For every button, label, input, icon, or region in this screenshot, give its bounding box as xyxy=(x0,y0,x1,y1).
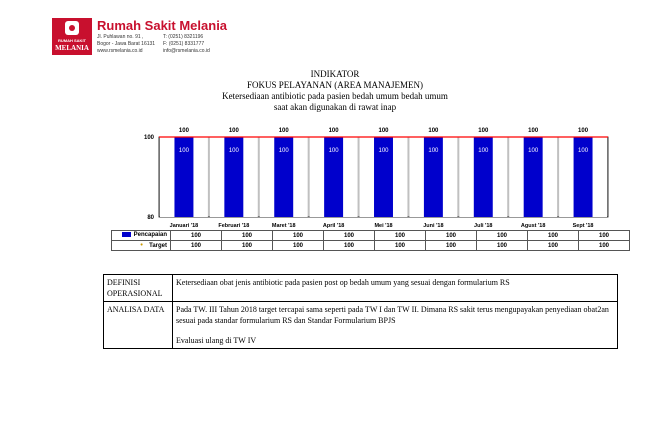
y-tick-label: 80 xyxy=(147,215,154,221)
bar-value-label: 100 xyxy=(578,148,589,154)
analisa-text: Pada TW. III Tahun 2018 target tercapai … xyxy=(176,305,609,325)
website: www.rsmelania.co.id xyxy=(97,48,143,54)
table-row-target: • Target 100 100 100 100 100 100 100 100 … xyxy=(111,240,630,251)
target-value-label: 100 xyxy=(279,128,290,134)
table-cell: 100 xyxy=(221,230,273,241)
title-line-4: saat akan digunakan di rawat inap xyxy=(273,102,397,112)
chart-data-table: Pencapaian 100 100 100 100 100 100 100 1… xyxy=(111,230,630,251)
logo-text-top: RUMAH SAKIT xyxy=(58,38,86,43)
table-cell: 100 xyxy=(578,240,630,251)
table-cell: 100 xyxy=(476,230,528,241)
cross-icon xyxy=(65,21,79,35)
x-tick-label: Maret '18 xyxy=(272,223,296,229)
evaluasi-text: Evaluasi ulang di TW IV xyxy=(176,336,257,345)
analisa-cell: Pada TW. III Tahun 2018 target tercapai … xyxy=(172,301,618,349)
bar xyxy=(174,137,194,217)
table-row-pencapaian: Pencapaian 100 100 100 100 100 100 100 1… xyxy=(111,230,630,241)
chart-area: 100 100 Januari '18 100 100 Februari '18 100 10… xyxy=(144,128,609,229)
logo-text-bottom: MELANIA xyxy=(55,44,89,52)
hospital-logo: RUMAH SAKIT MELANIA xyxy=(52,18,92,55)
bar-value-label: 100 xyxy=(478,148,489,154)
x-tick-label: Januari '18 xyxy=(170,223,199,229)
bar-value-label: 100 xyxy=(329,148,340,154)
bar-value-label: 100 xyxy=(378,148,389,154)
table-cell: 100 xyxy=(374,240,426,251)
info-table: DEFINISI OPERASIONAL Ketersediaan obat j… xyxy=(103,274,618,349)
bar xyxy=(274,137,294,217)
target-value-label: 100 xyxy=(578,128,589,134)
bar xyxy=(473,137,493,217)
y-tick-label: 100 xyxy=(144,135,155,141)
bar xyxy=(324,137,344,217)
target-value-label: 100 xyxy=(179,128,190,134)
table-cell: 100 xyxy=(527,240,579,251)
address-line-2: Bogor - Jawa Barat 16131 xyxy=(97,41,156,47)
table-cell: 100 xyxy=(374,230,426,241)
x-tick-label: April '18 xyxy=(323,223,344,229)
analisa-label: ANALISA DATA xyxy=(103,301,173,349)
definisi-label: DEFINISI OPERASIONAL xyxy=(103,274,173,302)
hospital-name: Rumah Sakit Melania xyxy=(97,18,228,33)
table-cell: 100 xyxy=(527,230,579,241)
table-cell: 100 xyxy=(578,230,630,241)
fax: F: (0251) 8331777 xyxy=(163,41,205,47)
table-cell: 100 xyxy=(323,240,375,251)
target-value-label: 100 xyxy=(428,128,439,134)
address-line-1: Jl. Puhlawan no. 91 , xyxy=(97,34,144,40)
bar-value-label: 100 xyxy=(179,148,190,154)
target-value-label: 100 xyxy=(229,128,240,134)
table-cell: 100 xyxy=(170,240,222,251)
x-tick-label: Mei '18 xyxy=(374,223,392,229)
bar xyxy=(573,137,593,217)
title-line-1: INDIKATOR xyxy=(310,69,360,79)
bar xyxy=(374,137,393,217)
legend-target: • Target xyxy=(111,240,171,251)
definisi-text: Ketersediaan obat jenis antibiotic pada … xyxy=(172,274,618,302)
target-value-label: 100 xyxy=(528,128,539,134)
title-line-3: Ketersediaan antibiotic pada pasien beda… xyxy=(222,91,448,101)
target-value-label: 100 xyxy=(478,128,489,134)
table-cell: 100 xyxy=(221,240,273,251)
table-cell: 100 xyxy=(425,230,477,241)
legend-pencapaian: Pencapaian xyxy=(111,230,171,241)
target-value-label: 100 xyxy=(329,128,340,134)
title-line-2: FOKUS PELAYANAN (AREA MANAJEMEN) xyxy=(247,80,423,90)
x-tick-label: Agust '18 xyxy=(521,223,546,229)
x-tick-label: Juli '18 xyxy=(474,223,492,229)
table-cell: 100 xyxy=(425,240,477,251)
row-analisa: ANALISA DATA Pada TW. III Tahun 2018 tar… xyxy=(103,301,618,349)
x-tick-label: Sept '18 xyxy=(573,223,594,229)
bar xyxy=(523,137,543,217)
bar xyxy=(423,137,443,217)
table-cell: 100 xyxy=(170,230,222,241)
table-cell: 100 xyxy=(476,240,528,251)
bar xyxy=(224,137,244,217)
x-tick-label: Februari '18 xyxy=(218,223,249,229)
x-tick-label: Juni '18 xyxy=(423,223,443,229)
table-cell: 100 xyxy=(272,230,324,241)
email: info@rsmelania.co.id xyxy=(163,48,210,54)
bar-value-label: 100 xyxy=(428,148,439,154)
target-value-label: 100 xyxy=(378,128,389,134)
legend-marker-line: • xyxy=(140,242,143,249)
table-cell: 100 xyxy=(323,230,375,241)
bar-value-label: 100 xyxy=(229,148,240,154)
bar-value-label: 100 xyxy=(528,148,539,154)
bar-value-label: 100 xyxy=(279,148,290,154)
phone: T: (0251) 8321196 xyxy=(163,34,204,40)
row-definisi: DEFINISI OPERASIONAL Ketersediaan obat j… xyxy=(103,274,618,302)
legend-swatch-bar xyxy=(121,232,131,238)
table-cell: 100 xyxy=(272,240,324,251)
